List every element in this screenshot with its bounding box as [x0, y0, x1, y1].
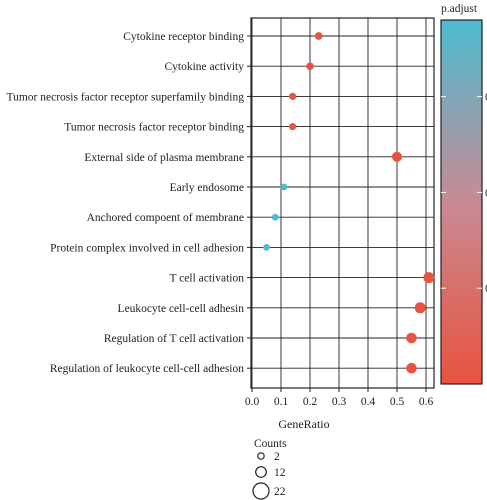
- colorbar-tick-label: 0.03: [485, 92, 487, 104]
- size-legend-key: [252, 482, 270, 500]
- colorbar-tick-label: 0.01: [485, 283, 487, 295]
- grid-layer: [251, 18, 434, 388]
- x-axis-ticks: 0.0 0.1 0.2 0.3 0.4 0.5 0.6: [245, 388, 434, 408]
- size-legend-key: [255, 466, 267, 478]
- category-label: Leukocyte cell-cell adhesin: [118, 303, 245, 315]
- x-tick-label: 0.5: [390, 396, 405, 408]
- size-legend-label: 22: [274, 486, 286, 498]
- color-legend: p.adjust 0.03 0.02 0.01: [440, 3, 487, 385]
- x-tick-label: 0.4: [361, 396, 376, 408]
- data-point: [406, 362, 417, 374]
- data-point: [280, 183, 288, 191]
- colorbar-tick-label: 0.02: [485, 187, 487, 199]
- data-point: [263, 243, 270, 251]
- data-point: [288, 122, 297, 131]
- color-legend-bar: [440, 19, 483, 385]
- data-point: [391, 151, 403, 162]
- data-point: [414, 302, 426, 314]
- x-tick-label: 0.6: [419, 396, 434, 408]
- size-legend: Counts 2 12 22: [252, 438, 287, 500]
- x-axis-title: GeneRatio: [278, 417, 329, 431]
- data-point: [423, 272, 435, 284]
- category-label: Cytokine activity: [164, 61, 244, 73]
- category-label: Cytokine receptor binding: [123, 31, 244, 43]
- category-label: Tumor necrosis factor receptor binding: [64, 122, 244, 134]
- color-legend-title: p.adjust: [441, 3, 478, 15]
- category-label: Protein complex involved in cell adhesio…: [50, 242, 244, 254]
- category-label: Regulation of T cell activation: [104, 333, 244, 345]
- data-point: [271, 213, 279, 221]
- color-legend-ticks: 0.03 0.02 0.01: [441, 92, 487, 295]
- data-point: [406, 332, 417, 344]
- category-label: Early endosome: [170, 182, 244, 194]
- size-legend-label: 12: [274, 467, 286, 479]
- x-tick-label: 0.2: [303, 396, 318, 408]
- category-labels: Cytokine receptor binding Cytokine activi…: [6, 31, 251, 375]
- category-label: Regulation of leukocyte cell-cell adhesi…: [50, 363, 244, 375]
- plot-panel-border: [250, 17, 435, 389]
- data-point: [314, 32, 323, 40]
- x-tick-label: 0.1: [274, 396, 289, 408]
- data-point: [288, 92, 297, 101]
- category-label: Tumor necrosis factor receptor superfami…: [6, 91, 244, 103]
- x-tick-label: 0.0: [245, 396, 260, 408]
- size-legend-key: [257, 452, 265, 460]
- x-tick-label: 0.3: [332, 396, 347, 408]
- category-label: Anchored compoent of membrane: [87, 212, 244, 224]
- category-label: External side of plasma membrane: [84, 152, 244, 164]
- points-layer: [263, 32, 435, 374]
- size-legend-label: 2: [274, 451, 280, 463]
- data-point: [306, 62, 314, 71]
- size-legend-title: Counts: [254, 438, 287, 450]
- category-label: T cell activation: [169, 273, 244, 285]
